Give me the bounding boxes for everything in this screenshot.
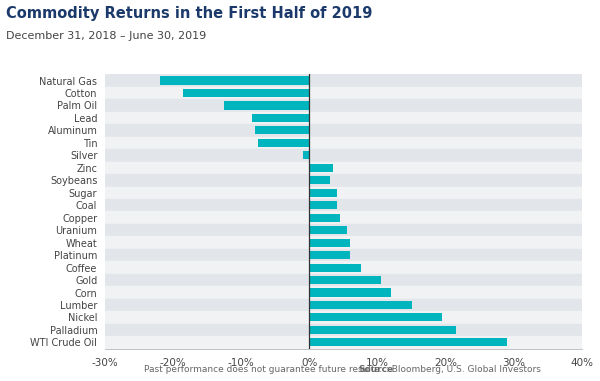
Bar (310, 338, 507, 346)
Bar (310, 164, 333, 172)
Bar (251, 114, 310, 122)
Bar (310, 226, 347, 234)
Bar (105, 99, 582, 112)
Bar (310, 326, 456, 334)
Text: Past performance does not guarantee future results.: Past performance does not guarantee futu… (144, 365, 388, 374)
Bar (160, 77, 310, 85)
Bar (105, 249, 582, 261)
Bar (105, 149, 582, 162)
Bar (105, 299, 582, 311)
Text: December 31, 2018 – June 30, 2019: December 31, 2018 – June 30, 2019 (6, 31, 206, 41)
Bar (105, 261, 582, 274)
Bar (310, 314, 442, 322)
Bar (105, 286, 582, 299)
Bar (310, 176, 330, 184)
Bar (105, 199, 582, 211)
Bar (259, 139, 310, 147)
Text: Commodity Returns in the First Half of 2019: Commodity Returns in the First Half of 2… (6, 6, 373, 21)
Bar (255, 126, 310, 134)
Bar (105, 187, 582, 199)
Bar (105, 137, 582, 149)
Bar (302, 151, 310, 159)
Bar (310, 251, 350, 259)
Bar (310, 189, 337, 197)
Bar (105, 211, 582, 224)
Bar (105, 236, 582, 249)
Bar (310, 301, 412, 309)
Text: : Bloomberg, U.S. Global Investors: : Bloomberg, U.S. Global Investors (386, 365, 541, 374)
Bar (310, 214, 340, 222)
Bar (310, 288, 391, 296)
Bar (105, 311, 582, 324)
Bar (310, 239, 350, 247)
Bar (105, 124, 582, 137)
Bar (105, 274, 582, 286)
Bar (105, 112, 582, 124)
Bar (105, 336, 582, 349)
Bar (105, 224, 582, 236)
Bar (105, 174, 582, 187)
Bar (310, 276, 381, 284)
Bar (105, 162, 582, 174)
Bar (310, 264, 361, 272)
Bar (105, 87, 582, 99)
Bar (310, 201, 337, 209)
Bar (224, 101, 310, 109)
Bar (105, 324, 582, 336)
Bar (105, 74, 582, 87)
Text: Source: Source (359, 365, 394, 374)
Bar (184, 89, 310, 97)
